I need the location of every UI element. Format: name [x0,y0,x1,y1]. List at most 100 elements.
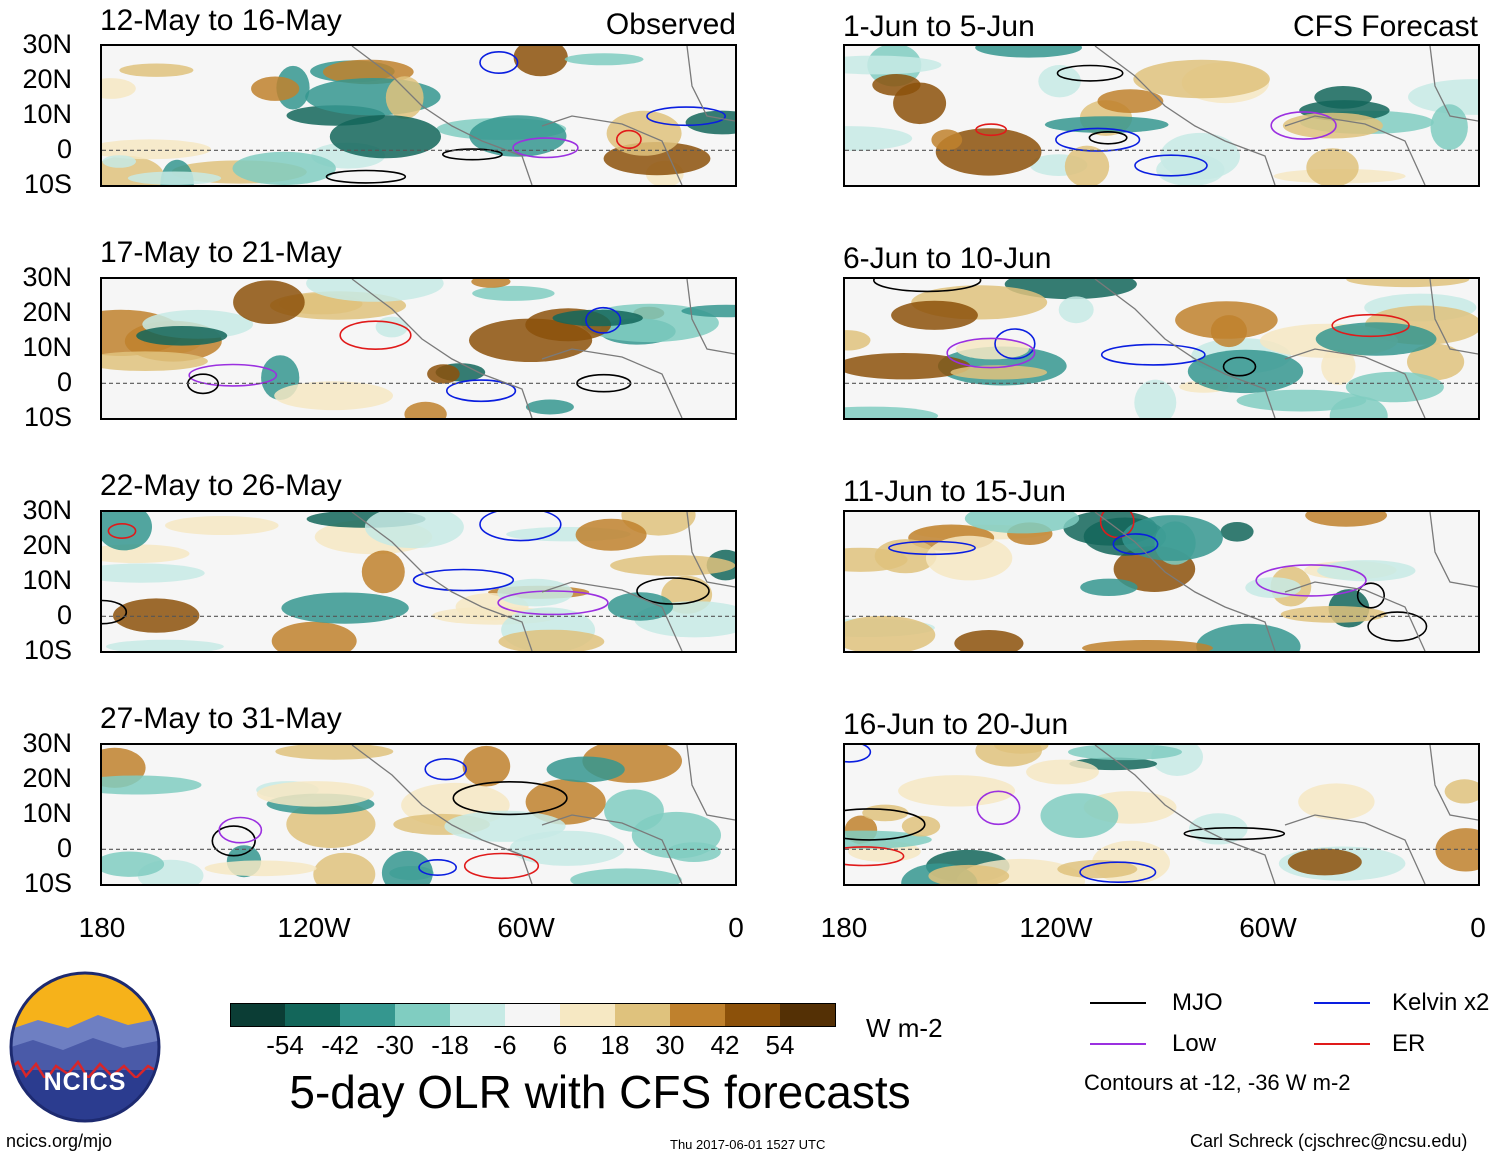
lat-tick-label: 10S [23,635,72,665]
footer-credit: Carl Schreck (cjschrec@ncsu.edu) [1190,1131,1468,1151]
negative-anomaly-region [1122,515,1223,561]
positive-anomaly-region [102,78,136,99]
panel-title: 27-May to 31-May [100,702,342,735]
colorbar-tick-label: -18 [431,1030,469,1060]
positive-anomaly-region [901,815,941,837]
wave-contour [946,337,1036,369]
positive-anomaly-region [1282,112,1383,139]
lat-tick-label: 10N [22,332,72,362]
coastline [351,512,735,651]
positive-anomaly-region [862,804,909,822]
negative-anomaly-region [497,578,574,607]
negative-anomaly-region [306,279,444,302]
colorbar-tick-label: 54 [765,1030,795,1060]
coastline [351,745,735,884]
wave-contour [211,825,256,857]
positive-anomaly-region [404,401,447,418]
olr-anomaly-field [102,512,735,651]
positive-anomaly-region [102,351,208,371]
legend-label-kelvin: Kelvin x2 [1392,989,1490,1016]
lat-tick-label: 20N [22,763,72,793]
positive-anomaly-region [102,139,211,160]
positive-anomaly-region [610,555,735,576]
positive-anomaly-region [1407,343,1465,381]
negative-anomaly-region [1080,578,1138,596]
positive-anomaly-region [165,516,279,535]
positive-anomaly-region [872,74,921,96]
coastline [1094,512,1478,651]
positive-anomaly-region [925,535,1013,581]
ncics-logo: NCICS [8,970,162,1124]
positive-anomaly-region [1026,759,1099,785]
negative-anomaly-region [1345,371,1444,403]
wave-contour [1088,131,1128,145]
olr-map [843,277,1480,420]
panel-title: 12-May to 16-May [100,4,342,37]
wave-contour [418,859,458,877]
wave-contour [479,51,519,74]
negative-anomaly-region [604,789,664,832]
negative-anomaly-region [1189,813,1248,845]
positive-anomaly-region [1064,145,1110,185]
wave-contour [463,852,540,880]
positive-anomaly-region [1306,148,1359,185]
negative-anomaly-region [1134,379,1177,418]
olr-anomaly-field [845,745,1478,884]
negative-anomaly-region [975,46,1082,58]
coastline [351,46,735,185]
negative-anomaly-region [564,53,644,66]
wave-contour [1222,356,1257,377]
negative-anomaly-region [381,850,433,884]
wave-contour [585,306,622,334]
footer-url[interactable]: ncics.org/mjo [6,1131,113,1151]
positive-anomaly-region [1287,848,1362,876]
positive-anomaly-region [313,852,376,884]
negative-anomaly-region [1317,560,1416,582]
lat-tick-label: 10S [23,868,72,898]
positive-anomaly-region [274,381,393,411]
lat-tick-label: 10N [22,798,72,828]
positive-anomaly-region [385,76,424,119]
logo-text: NCICS [43,1068,127,1096]
positive-anomaly-region [954,630,1024,651]
negative-anomaly-region [1315,322,1437,356]
wave-contour [1367,611,1428,642]
negative-anomaly-region [1044,116,1169,133]
colorbar-swatch [670,1003,726,1027]
negative-anomaly-region [845,55,942,75]
negative-anomaly-region [964,512,1080,534]
wave-contour [1055,127,1141,152]
wave-contour [975,123,1008,137]
positive-anomaly-region [1305,512,1387,527]
positive-anomaly-region [113,598,200,633]
positive-anomaly-region [204,860,317,877]
colorbar-swatch [285,1003,341,1027]
negative-anomaly-region [681,304,735,318]
wave-contour [1112,533,1159,555]
positive-anomaly-region [1298,783,1375,820]
positive-anomaly-region [256,781,374,807]
colorbar-swatch [560,1003,616,1027]
wave-contour [1079,861,1157,883]
coastline [1094,745,1478,884]
wave-contour [1356,582,1386,609]
lat-tick-label: 20N [22,64,72,94]
negative-anomaly-region [127,171,222,185]
wave-contour [1255,564,1367,597]
main-title: 5-day OLR with CFS forecasts [289,1066,911,1118]
negative-anomaly-region [102,512,152,551]
wave-contour [102,599,128,625]
positive-anomaly-region [1280,606,1387,623]
negative-anomaly-region [685,110,735,135]
negative-anomaly-region [472,285,555,301]
negative-anomaly-region [667,842,721,862]
negative-anomaly-region [329,115,441,159]
negative-anomaly-region [1430,104,1468,150]
wave-contour [107,523,137,539]
lat-tick-label: 0 [56,367,72,397]
colorbar-tick-label: -54 [266,1030,304,1060]
wave-contour [845,846,905,867]
colorbar-swatch [780,1003,836,1027]
colorbar-tick-label: 18 [600,1030,630,1060]
lat-tick-label: 30N [22,728,72,758]
